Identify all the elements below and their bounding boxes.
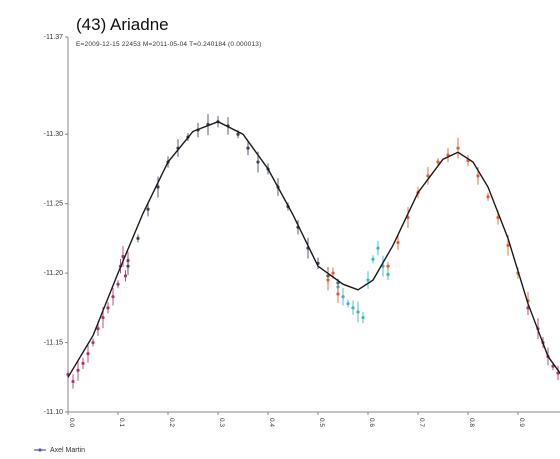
y-tick-label-4: -11.15 (44, 340, 63, 347)
y-tick-label-0: -11.37 (44, 34, 63, 41)
y-tick-label-1: -11.30 (44, 131, 63, 138)
data-point-s3-0 (326, 278, 330, 282)
data-point-s2-5 (361, 315, 365, 320)
legend-label-0: Axel Martin (50, 447, 85, 454)
data-point-s0-6 (96, 327, 100, 331)
data-point-s2-6 (366, 278, 370, 282)
chart-subtitle: E=2009-12-15 22453 M=2011-05-04 T=0.2401… (76, 41, 261, 48)
x-tick-label-8: 0.8 (468, 418, 475, 427)
data-point-s0-10 (116, 282, 120, 286)
data-point-s3-1 (331, 271, 335, 275)
data-point-s3-13 (486, 195, 490, 199)
data-point-s0-9 (111, 295, 115, 299)
data-point-s1-13 (256, 160, 260, 164)
data-point-s2-10 (386, 272, 390, 277)
x-tick-label-4: 0.4 (268, 418, 275, 427)
data-point-s3-12 (476, 174, 480, 178)
fit-curve (67, 120, 560, 378)
data-point-s3-2 (336, 292, 340, 296)
data-point-s3-8 (436, 160, 440, 164)
data-point-s1-2 (146, 207, 150, 211)
y-tick-label-2: -11.25 (44, 201, 63, 208)
chart-title: (43) Ariadne (76, 15, 169, 34)
data-point-s2-2 (346, 302, 350, 306)
x-tick-label-5: 0.5 (318, 418, 325, 427)
legend: Axel Martin (34, 447, 85, 454)
data-point-s0-12 (121, 254, 125, 259)
x-tick-label-1: 0.1 (118, 418, 125, 427)
y-ticks: -11.37 -11.30 -11.25 -11.20 -11.15 -11.10 (44, 34, 68, 416)
data-point-s3-14 (496, 215, 500, 220)
data-marks (66, 114, 560, 389)
data-point-s1-1 (136, 236, 140, 240)
data-point-s0-3 (81, 361, 85, 365)
legend-marker-0 (38, 448, 42, 452)
data-point-s2-8 (376, 246, 380, 250)
data-point-s0-4 (86, 352, 90, 356)
data-point-s2-1 (341, 295, 345, 299)
fit-curve-group (67, 120, 560, 378)
data-point-s3-4 (396, 240, 400, 245)
data-point-s2-4 (356, 310, 360, 314)
x-tick-label-7: 0.7 (418, 418, 425, 427)
data-point-s3-15 (506, 243, 510, 247)
data-point-s0-13 (123, 274, 128, 278)
x-tick-label-9: 0.9 (518, 418, 525, 427)
x-ticks: 0.00.10.20.30.40.50.60.70.80.91.0 (67, 412, 525, 427)
data-point-s0-7 (101, 315, 105, 320)
x-tick-label-6: 0.6 (368, 418, 375, 427)
y-tick-label-5: -11.10 (44, 409, 63, 416)
x-tick-label-3: 0.3 (218, 418, 225, 427)
x-tick-label-0: 0.0 (68, 418, 75, 427)
data-point-s1-0 (126, 264, 130, 268)
data-point-s0-1 (71, 379, 75, 384)
data-point-s3-3 (386, 264, 390, 268)
data-point-s0-8 (106, 306, 110, 310)
y-tick-label-3: -11.20 (44, 270, 63, 277)
data-point-s3-10 (456, 146, 460, 150)
data-point-s2-3 (351, 306, 355, 310)
data-point-s3-7 (426, 174, 430, 178)
data-point-s1-11 (236, 132, 240, 136)
data-point-s0-5 (91, 340, 95, 345)
data-point-s1-12 (246, 146, 250, 150)
data-point-s0-2 (76, 368, 80, 372)
data-point-s1-3 (156, 185, 160, 189)
data-point-s2-7 (371, 257, 375, 261)
x-tick-label-2: 0.2 (168, 418, 175, 427)
